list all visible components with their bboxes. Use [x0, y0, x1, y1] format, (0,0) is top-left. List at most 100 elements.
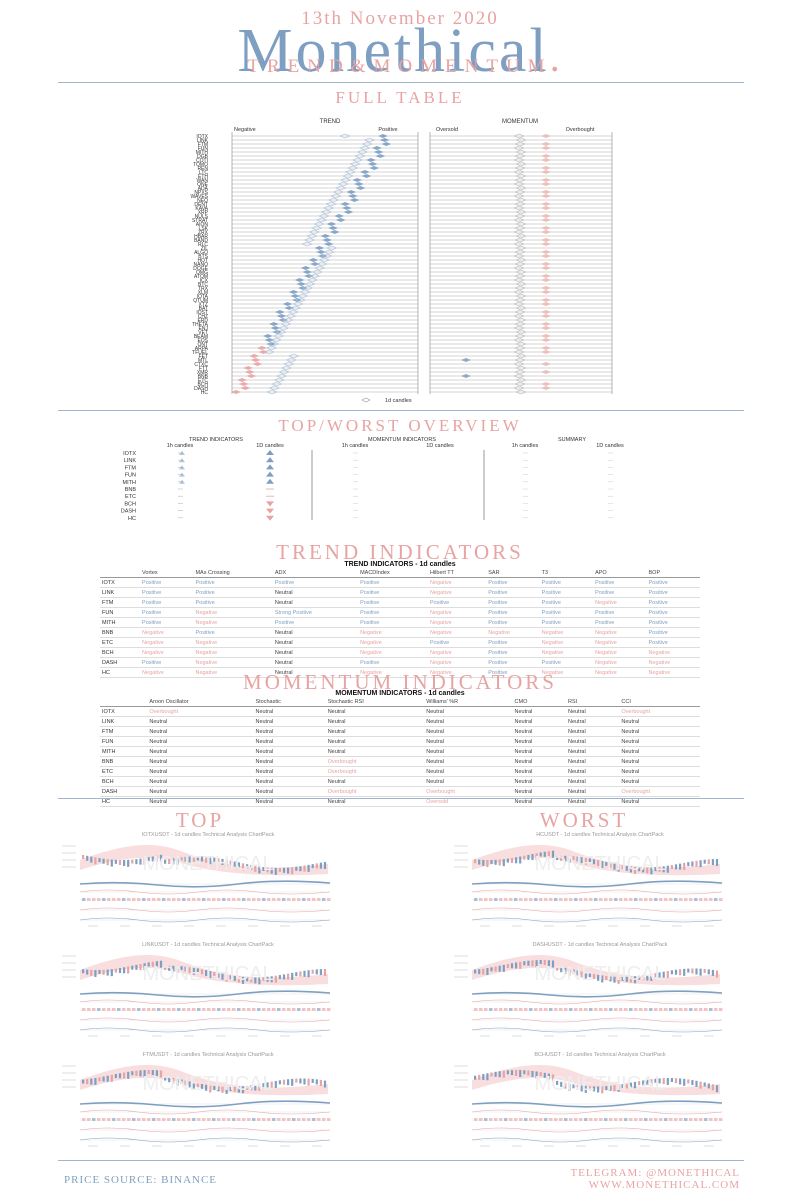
candle: [233, 975, 236, 981]
histogram-bar: [539, 1118, 543, 1121]
trend-1d-marker: [308, 258, 319, 262]
candle: [519, 961, 522, 969]
table-row: HC Negative Negative Neutral Negative Negativ…: [100, 667, 700, 678]
momentum-1h-marker: [514, 153, 526, 159]
histogram-bar: [287, 1118, 291, 1121]
coin-label: BEAM: [194, 334, 208, 340]
full-table-chart: TREND MOMENTUM Negative Positive Oversold Ove…: [190, 119, 613, 404]
candle: [482, 1074, 485, 1081]
candle: [254, 977, 257, 984]
momentum-1d-marker: [541, 322, 551, 326]
table-cell: Positive: [193, 597, 273, 608]
momentum-1h-marker: [514, 249, 526, 255]
table-row: FTM Positive Positive Neutral Positive Positi…: [100, 597, 700, 608]
histogram-bar: [217, 898, 221, 901]
trend-1h-marker: [306, 233, 318, 239]
histogram-bar: [684, 1008, 688, 1011]
candle: [699, 860, 702, 868]
candle: [547, 1073, 550, 1080]
histogram-bar: [539, 898, 543, 901]
histogram-bar: [192, 898, 196, 901]
histogram-bar: [509, 1118, 513, 1121]
coin-label: DGB: [197, 154, 209, 160]
momentum-1d-marker: [541, 142, 551, 146]
row-label: FTM: [100, 726, 148, 737]
table-cell: Positive: [539, 657, 594, 668]
histogram-bar: [277, 1118, 281, 1121]
histogram-bar: [237, 898, 241, 901]
candle: [229, 1086, 232, 1091]
candle: [580, 857, 583, 864]
candle: [90, 969, 93, 976]
histogram-bar: [614, 1008, 618, 1011]
overview-sub-1h: 1h candles: [342, 443, 369, 449]
momentum-1h-marker: [513, 253, 525, 259]
candle: [510, 857, 514, 863]
candle: [490, 1072, 493, 1077]
candle: [617, 1084, 620, 1092]
table-cell: Neutral: [512, 706, 566, 717]
candle: [687, 968, 690, 973]
candle: [597, 974, 600, 981]
momentum-1h-marker: [515, 377, 527, 383]
candle: [237, 1086, 240, 1093]
candle: [94, 1077, 97, 1085]
histogram-bar: [639, 898, 643, 901]
histogram-bar: [589, 898, 593, 901]
trend-1d-marker: [246, 374, 257, 378]
row-label: BNB: [100, 756, 148, 767]
overview-panel: TREND INDICATORS MOMENTUM INDICATORS SUMMA…: [0, 434, 800, 524]
indicator-line: [79, 889, 331, 895]
candle: [123, 1072, 126, 1079]
website-link[interactable]: WWW.MONETHICAL.COM: [588, 1179, 740, 1191]
histogram-bar: [302, 1008, 306, 1011]
trend-1d-marker: [359, 170, 370, 174]
momentum-left-label: Oversold: [436, 127, 458, 133]
trend-1h-marker: [325, 245, 338, 251]
candle: [633, 866, 637, 874]
candle: [523, 961, 526, 966]
candle: [597, 860, 600, 867]
candle: [258, 866, 261, 874]
trend-table-subtitle: TREND INDICATORS - 1d candles: [344, 561, 456, 568]
candle: [123, 967, 126, 974]
histogram-bar: [262, 1008, 266, 1011]
histogram-bar: [152, 898, 156, 901]
candle: [217, 858, 220, 864]
table-cell: Neutral: [565, 786, 620, 797]
overview-group-title: MOMENTUM INDICATORS: [368, 437, 436, 443]
histogram-bar: [97, 898, 101, 901]
histogram-bar: [267, 1008, 271, 1011]
table-cell: Positive: [539, 607, 594, 618]
candle: [319, 1079, 322, 1086]
telegram-link[interactable]: TELEGRAM: @MONETHICAL: [570, 1167, 740, 1179]
candle: [307, 970, 310, 978]
table-cell: Positive: [486, 597, 540, 608]
table-cell: Negative: [193, 607, 273, 618]
candle: [556, 1080, 559, 1085]
candle: [319, 969, 322, 976]
candle: [184, 1080, 187, 1086]
momentum-right-label: Overbought: [566, 127, 595, 133]
candle: [98, 969, 101, 974]
histogram-bar: [202, 1118, 206, 1121]
candle: [250, 1085, 253, 1091]
coin-label: VET: [198, 330, 208, 336]
candle: [287, 973, 290, 980]
trend-1d-marker: [361, 174, 372, 178]
table-cell: Neutral: [325, 736, 425, 747]
table-cell: Overbought: [325, 756, 425, 767]
table-cell: Neutral: [565, 756, 620, 767]
trend-1h-marker: [280, 365, 293, 371]
momentum-1h-marker: [514, 177, 526, 183]
candle: [192, 856, 195, 864]
candle: [662, 971, 665, 978]
candle: [205, 970, 208, 977]
momentum-1h-marker: [515, 173, 527, 179]
row-label: IOTX: [100, 706, 148, 717]
trend-1h-marker: [299, 289, 311, 295]
overview-up-marker: [179, 472, 185, 477]
table-cell: Positive: [193, 587, 273, 598]
histogram-bar: [197, 898, 201, 901]
trend-1d-marker: [378, 134, 388, 138]
